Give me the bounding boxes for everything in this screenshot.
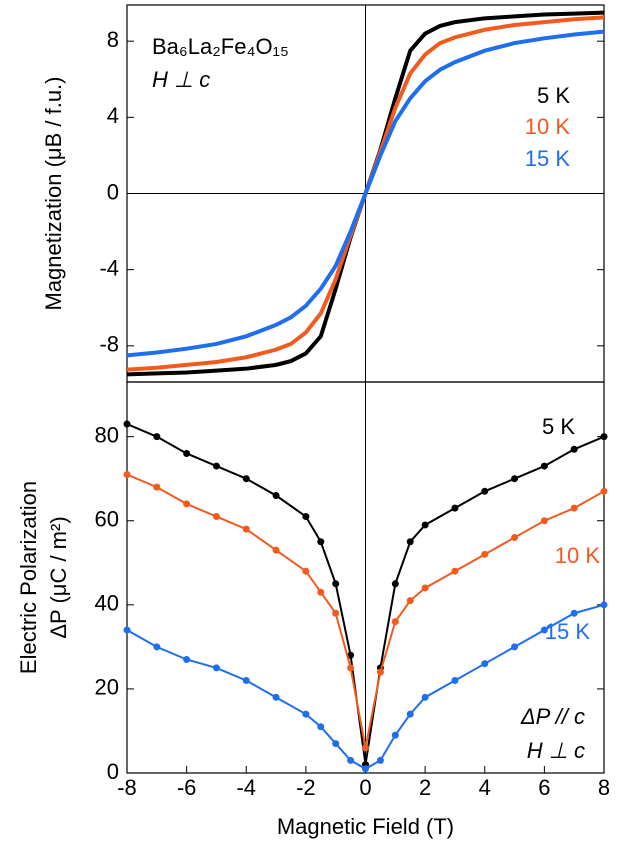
data-point [302,710,310,718]
y-tick-label: 20 [95,675,119,700]
data-point [451,567,459,575]
data-point [123,626,131,634]
data-point [376,668,384,676]
data-point [570,504,578,512]
series-label: 15 K [525,146,571,171]
series-label: 10 K [525,114,571,139]
data-point [302,567,310,575]
annotation: H ⊥ c [527,738,585,763]
data-point [406,710,414,718]
x-tick-label: 6 [538,775,550,800]
data-point [600,487,608,495]
data-point [212,664,220,672]
series-label: 15 K [545,619,591,644]
data-point [362,765,369,773]
data-point [212,513,220,521]
x-tick-label: -2 [296,775,316,800]
data-point [317,723,325,731]
data-point [317,588,325,596]
y-tick-label: -4 [99,255,119,280]
data-point [421,521,429,529]
data-point [540,462,548,470]
y-tick-label: 40 [95,591,119,616]
x-tick-label: 0 [359,775,371,800]
data-point [421,584,429,592]
data-point [376,756,384,764]
data-point [183,500,191,508]
data-point [406,597,414,605]
data-point [511,475,519,483]
data-point [421,693,429,701]
data-point [153,483,161,491]
series-label: 10 K [555,543,601,568]
series-line [126,29,605,358]
annotation: H ⊥ c [152,67,210,92]
y-tick-label: 80 [95,422,119,447]
data-point [123,470,131,478]
data-point [391,618,399,626]
y-axis-label: Electric Polarization [16,481,41,674]
y-axis-label: ΔP (μC / m²) [46,516,71,638]
data-point [242,475,250,483]
data-point [600,433,608,441]
data-point [406,538,414,546]
data-point [511,643,519,651]
x-tick-label: -8 [117,775,137,800]
data-point [481,660,489,668]
data-point [153,643,161,651]
data-point [183,449,191,457]
data-point [347,651,355,659]
data-point [332,740,340,748]
data-point [272,546,280,554]
series-label: 5 K [542,414,575,439]
data-point [570,609,578,617]
data-point [481,487,489,495]
x-tick-label: 2 [419,775,431,800]
series-label: 5 K [537,83,570,108]
data-point [362,744,369,752]
data-point [511,534,519,542]
data-point [451,504,459,512]
x-tick-label: 8 [598,775,610,800]
data-point [332,580,340,588]
x-tick-label: -6 [177,775,197,800]
data-point [302,513,310,521]
y-tick-label: 60 [95,507,119,532]
data-point [272,693,280,701]
y-tick-label: 8 [107,27,119,52]
data-point [153,433,161,441]
data-point [332,609,340,617]
data-point [481,550,489,558]
data-point [540,517,548,525]
y-tick-label: 0 [107,759,119,784]
y-tick-label: 4 [107,103,119,128]
data-point [570,445,578,453]
data-point [600,601,608,609]
y-axis-label: Magnetization (μB / f.u.) [41,77,66,311]
data-point [272,492,280,500]
data-point [347,756,355,764]
data-point [451,677,459,685]
data-point [317,538,325,546]
data-point [540,626,548,634]
data-point [347,664,355,672]
data-point [212,462,220,470]
x-axis-label: Magnetic Field (T) [277,814,454,839]
annotation: ΔP // c [520,704,585,729]
x-tick-label: 4 [479,775,491,800]
data-point [391,580,399,588]
annotation: Ba₆La₂Fe₄O₁₅ [152,34,289,59]
data-point [391,731,399,739]
data-point [242,525,250,533]
data-point [242,677,250,685]
data-point [123,420,131,428]
x-tick-label: -4 [236,775,256,800]
y-tick-label: -8 [99,332,119,357]
y-tick-label: 0 [107,179,119,204]
data-point [183,655,191,663]
